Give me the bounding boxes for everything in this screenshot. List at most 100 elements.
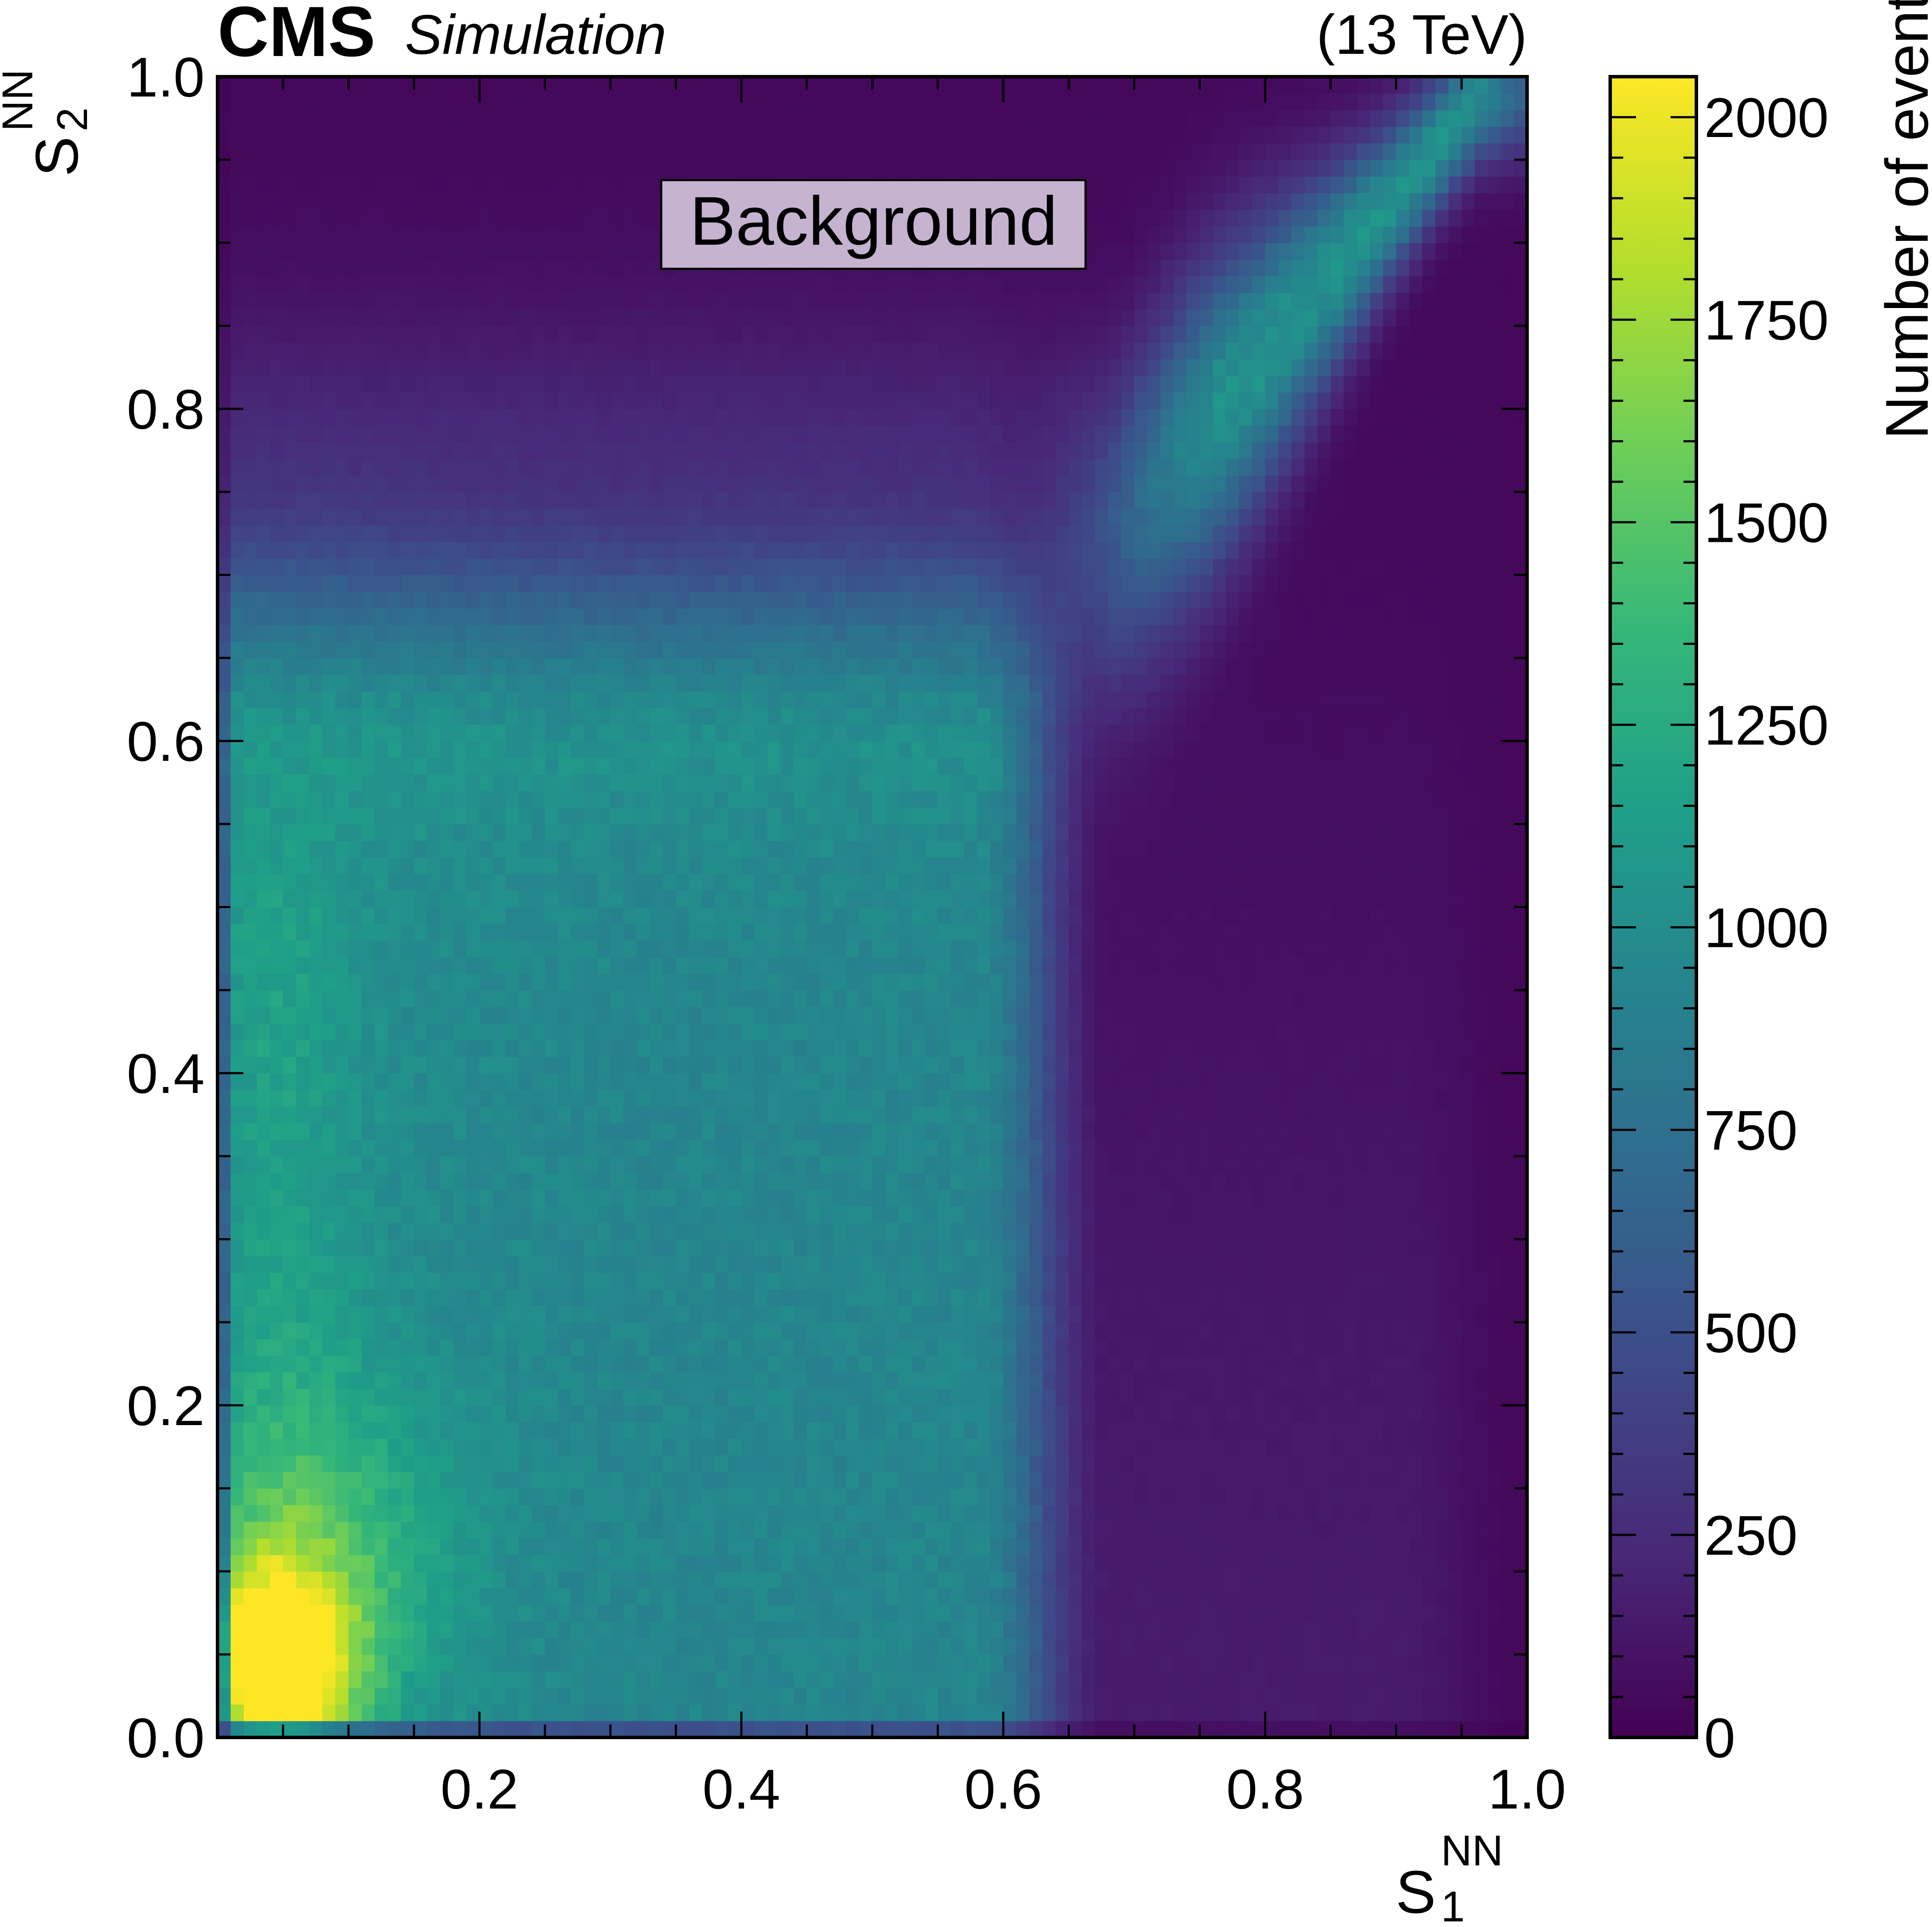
- heatmap-cell: [505, 1654, 519, 1672]
- heatmap-cell: [728, 674, 742, 692]
- heatmap-cell: [833, 1521, 846, 1539]
- heatmap-cell: [650, 126, 663, 143]
- heatmap-cell: [754, 1173, 768, 1190]
- heatmap-cell: [296, 1687, 310, 1705]
- heatmap-cell: [243, 209, 257, 227]
- heatmap-cell: [374, 691, 388, 708]
- heatmap-cell: [571, 77, 585, 94]
- heatmap-cell: [636, 176, 650, 193]
- heatmap-cell: [597, 890, 611, 908]
- heatmap-cell: [388, 1189, 401, 1207]
- heatmap-cell: [545, 1056, 559, 1074]
- heatmap-cell: [283, 425, 297, 442]
- heatmap-cell: [781, 791, 794, 808]
- heatmap-cell: [479, 924, 493, 941]
- heatmap-cell: [388, 1372, 401, 1389]
- heatmap-cell: [689, 791, 703, 808]
- heatmap-cell: [374, 791, 388, 808]
- heatmap-cell: [427, 492, 441, 509]
- heatmap-cell: [741, 1339, 755, 1356]
- heatmap-cell: [505, 1372, 519, 1389]
- heatmap-cell: [218, 1637, 231, 1655]
- heatmap-cell: [846, 1123, 860, 1140]
- heatmap-cell: [715, 957, 729, 974]
- heatmap-cell: [545, 442, 559, 459]
- heatmap-cell: [702, 1322, 716, 1339]
- heatmap-cell: [859, 1472, 873, 1489]
- heatmap-cell: [545, 77, 559, 94]
- heatmap-cell: [257, 608, 271, 625]
- heatmap-cell: [754, 93, 768, 110]
- heatmap-cell: [676, 1438, 690, 1456]
- heatmap-cell: [243, 442, 257, 459]
- heatmap-cell: [361, 1106, 375, 1124]
- heatmap-cell: [322, 1355, 336, 1373]
- heatmap-cell: [623, 276, 637, 293]
- heatmap-cell: [230, 1571, 244, 1588]
- heatmap-cell: [519, 1388, 532, 1406]
- heatmap-cell: [270, 641, 283, 659]
- heatmap-cell: [767, 359, 781, 376]
- heatmap-cell: [728, 1040, 742, 1057]
- heatmap-cell: [636, 741, 650, 758]
- heatmap-cell: [388, 1222, 401, 1240]
- heatmap-cell: [505, 276, 519, 293]
- heatmap-cell: [388, 1721, 401, 1738]
- heatmap-cell: [741, 425, 755, 442]
- heatmap-cell: [545, 259, 559, 277]
- heatmap-cell: [650, 93, 663, 110]
- heatmap-cell: [676, 1173, 690, 1190]
- heatmap-cell: [283, 940, 297, 957]
- heatmap-cell: [532, 193, 545, 210]
- heatmap-cell: [715, 1139, 729, 1157]
- heatmap-cell: [283, 608, 297, 625]
- heatmap-cell: [623, 724, 637, 741]
- heatmap-cell: [335, 757, 349, 775]
- heatmap-cell: [728, 1654, 742, 1672]
- heatmap-cell: [741, 724, 755, 741]
- heatmap-cell: [309, 575, 323, 592]
- heatmap-cell: [348, 1073, 362, 1090]
- heatmap-cell: [296, 1372, 310, 1389]
- heatmap-cell: [781, 558, 794, 576]
- heatmap-cell: [532, 409, 545, 426]
- heatmap-cell: [427, 1704, 441, 1722]
- heatmap-cell: [846, 1006, 860, 1024]
- heatmap-cell: [374, 1405, 388, 1423]
- heatmap-cell: [558, 1505, 572, 1522]
- heatmap-cell: [492, 126, 506, 143]
- heatmap-cell: [361, 475, 375, 492]
- heatmap-cell: [741, 691, 755, 708]
- heatmap-cell: [623, 1721, 637, 1738]
- heatmap-cell: [610, 1040, 624, 1057]
- heatmap-cell: [741, 591, 755, 609]
- heatmap-cell: [859, 1040, 873, 1057]
- heatmap-cell: [859, 774, 873, 791]
- heatmap-cell: [597, 741, 611, 758]
- heatmap-cell: [230, 1355, 244, 1373]
- heatmap-cell: [702, 857, 716, 875]
- heatmap-cell: [361, 1206, 375, 1223]
- heatmap-cell: [270, 326, 283, 343]
- heatmap-cell: [702, 1571, 716, 1588]
- heatmap-cell: [584, 375, 598, 393]
- heatmap-cell: [401, 1521, 414, 1539]
- heatmap-cell: [374, 1023, 388, 1040]
- heatmap-cell: [741, 973, 755, 991]
- heatmap-cell: [505, 525, 519, 542]
- heatmap-cell: [453, 409, 467, 426]
- heatmap-cell: [414, 542, 428, 559]
- heatmap-cell: [807, 1438, 821, 1456]
- heatmap-cell: [440, 1239, 454, 1256]
- heatmap-cell: [793, 1621, 807, 1638]
- heatmap-cell: [767, 1637, 781, 1655]
- heatmap-cell: [361, 1621, 375, 1638]
- heatmap-cell: [453, 1422, 467, 1439]
- heatmap-cell: [374, 475, 388, 492]
- heatmap-cell: [741, 508, 755, 526]
- heatmap-cell: [348, 1339, 362, 1356]
- heatmap-cell: [754, 1006, 768, 1024]
- heatmap-cell: [309, 1554, 323, 1572]
- heatmap-cell: [636, 1073, 650, 1090]
- heatmap-cell: [414, 741, 428, 758]
